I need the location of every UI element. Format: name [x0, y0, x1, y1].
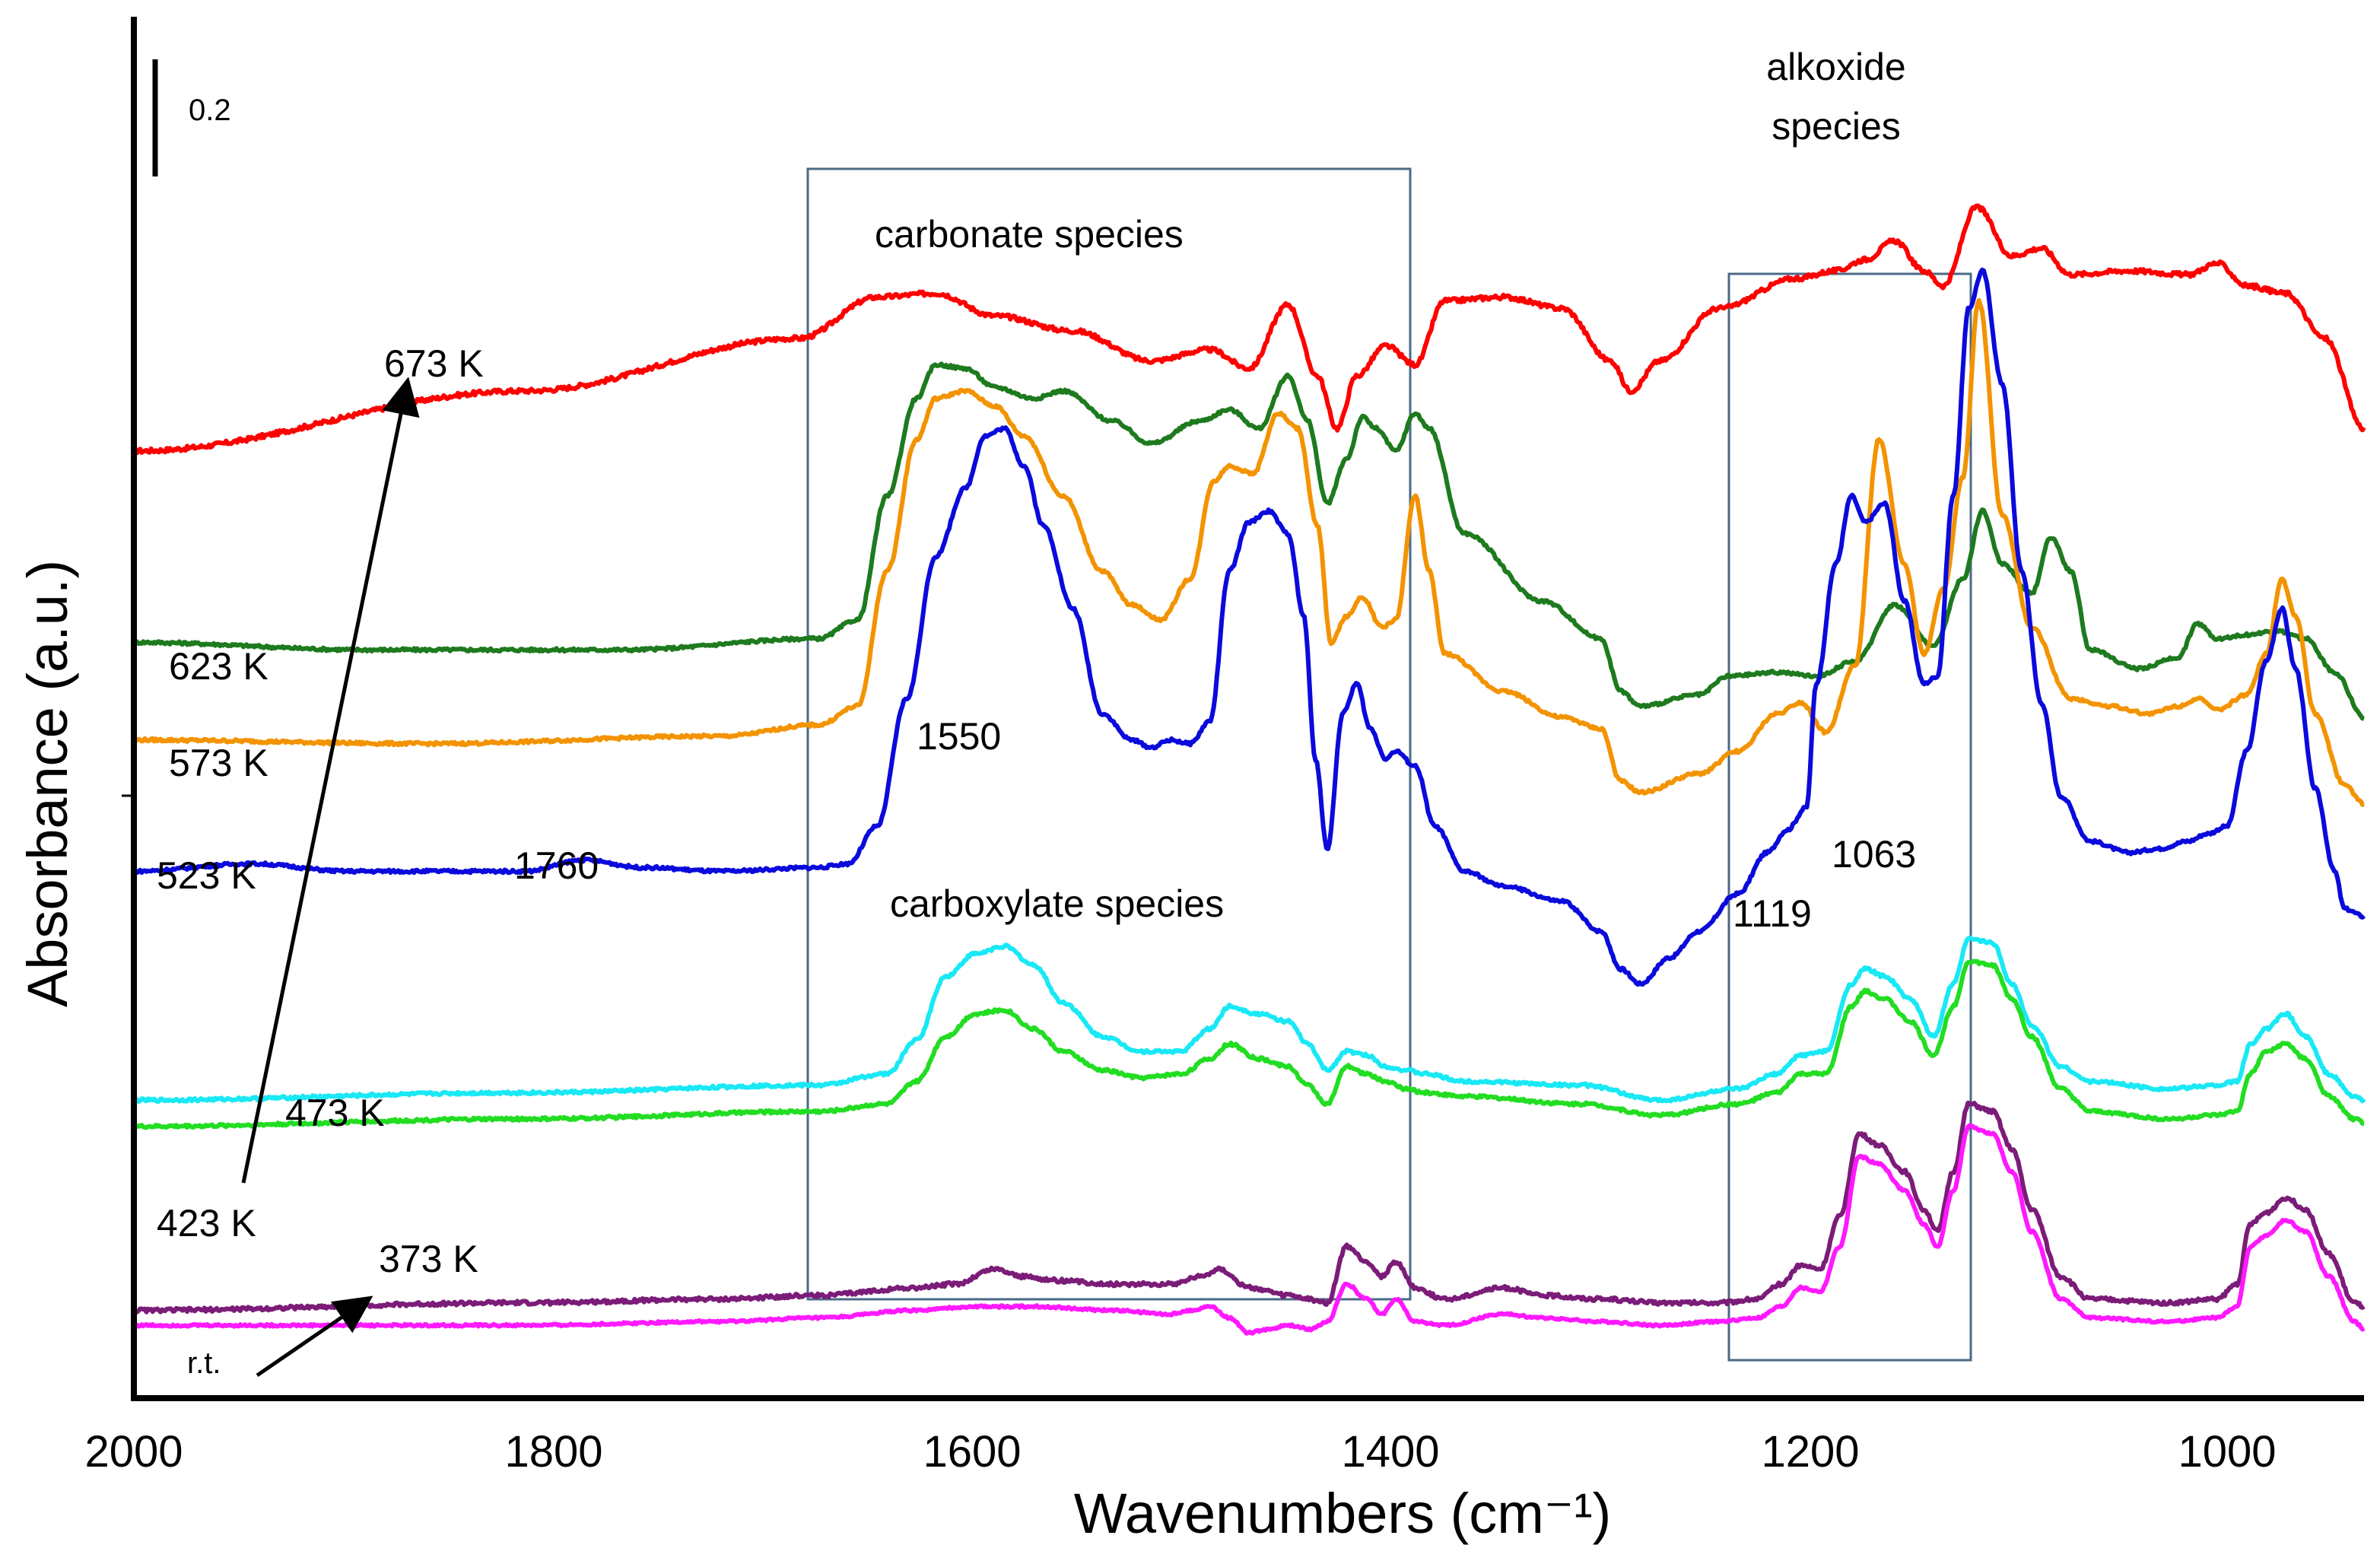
rt-arrow: [256, 1295, 373, 1378]
series-line-rt: [133, 1123, 2366, 1336]
series-label-373k: 373 K: [379, 1238, 478, 1280]
series-label-573k: 573 K: [169, 742, 269, 784]
x-tick-label: 1800: [504, 1427, 602, 1477]
peak-label-1760: 1760: [514, 844, 599, 887]
x-tick-label: 1200: [1761, 1427, 1859, 1477]
series-line-373k: [133, 1100, 2366, 1314]
x-axis-title: Wavenumbers (cm⁻¹): [1074, 1482, 1612, 1545]
series-line-573k: [132, 297, 2365, 807]
series-label-673k: 673 K: [384, 342, 484, 385]
x-tick-label: 1000: [2178, 1427, 2276, 1477]
series-line-473k: [132, 935, 2366, 1104]
alkoxide-label-line2: species: [1771, 105, 1901, 148]
x-tick-label: 1600: [923, 1427, 1021, 1477]
series-label-623k: 623 K: [169, 645, 269, 688]
series-label-473k: 473 K: [285, 1092, 385, 1134]
series-label-523k: 523 K: [157, 854, 256, 897]
carbonate-carboxylate-box: [806, 167, 1412, 1301]
x-tick-label: 1400: [1341, 1427, 1439, 1477]
peak-label-1550: 1550: [917, 715, 1001, 758]
series-line-673k: [133, 203, 2366, 456]
series-line-423k: [132, 958, 2365, 1130]
peak-label-1119: 1119: [1733, 892, 1812, 935]
series-label-423k: 423 K: [157, 1202, 256, 1245]
carbonate-species-label: carbonate species: [875, 213, 1184, 256]
alkoxide-box: [1727, 272, 1972, 1362]
temperature-arrow: [241, 377, 420, 1184]
x-tick-label: 2000: [84, 1427, 183, 1477]
peak-label-1063: 1063: [1832, 833, 1916, 876]
alkoxide-label-line1: alkoxide: [1766, 46, 1905, 88]
series-label-rt: r.t.: [187, 1346, 221, 1380]
series-line-623k: [132, 361, 2365, 721]
scale-bar-label: 0.2: [189, 94, 231, 127]
carboxylate-species-label: carboxylate species: [890, 882, 1224, 925]
series-group: [132, 203, 2366, 1336]
y-axis-title: Absorbance (a.u.): [16, 560, 79, 1007]
series-line-523k: [133, 267, 2366, 987]
